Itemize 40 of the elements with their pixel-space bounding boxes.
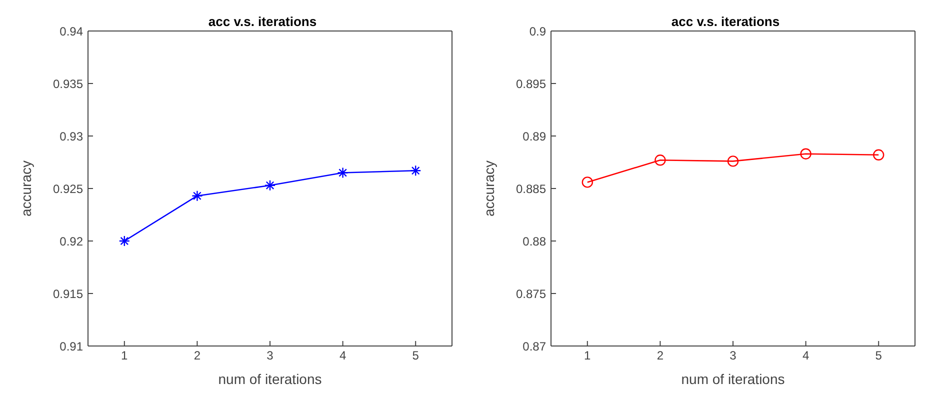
y-tick-label: 0.875 <box>516 286 546 301</box>
point <box>582 176 593 188</box>
point <box>800 148 812 160</box>
y-tick-label: 0.88 <box>522 234 546 248</box>
y-axis-title: accuracy <box>18 160 34 217</box>
y-tick-label: 0.87 <box>522 339 546 354</box>
y-tick-label: 0.91 <box>60 339 84 354</box>
y-tick-label: 0.935 <box>52 76 84 91</box>
x-tick-label: 3 <box>730 348 737 363</box>
x-tick-label: 1 <box>121 348 128 363</box>
y-axis-title: accuracy <box>480 160 497 217</box>
point <box>192 190 203 202</box>
x-tick-label: 3 <box>266 348 274 363</box>
point <box>873 149 884 160</box>
x-tick-label: 5 <box>412 348 420 363</box>
point <box>264 180 276 191</box>
x-tick-label: 2 <box>656 348 664 363</box>
x-axis-title: num of iterations <box>218 371 322 387</box>
x-axis-title: num of iterations <box>681 371 785 387</box>
x-tick-label: 5 <box>875 348 882 363</box>
y-tick-label: 0.885 <box>516 182 546 196</box>
point <box>410 165 422 176</box>
x-tick-label: 1 <box>584 348 592 363</box>
y-tick-label: 0.93 <box>60 129 84 144</box>
point <box>337 167 348 178</box>
y-tick-label: 0.9 <box>529 24 546 38</box>
chart-title: acc v.s. iterations <box>671 14 780 29</box>
y-tick-label: 0.92 <box>60 234 84 248</box>
y-tick-label: 0.915 <box>52 286 84 301</box>
x-tick-label: 4 <box>339 348 346 363</box>
point <box>118 235 130 247</box>
x-tick-label: 2 <box>194 348 201 363</box>
y-tick-label: 0.895 <box>516 76 546 91</box>
y-tick-label: 0.89 <box>522 129 546 144</box>
y-tick-label: 0.925 <box>52 182 84 196</box>
x-tick-label: 4 <box>802 348 810 363</box>
y-tick-label: 0.94 <box>60 24 84 38</box>
point <box>727 156 739 167</box>
chart-title: acc v.s. iterations <box>208 14 317 29</box>
point <box>654 154 666 166</box>
